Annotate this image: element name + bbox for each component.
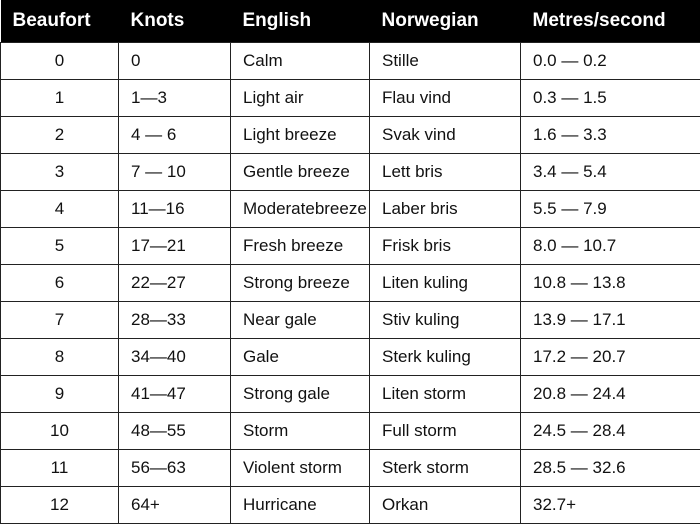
cell-knots: 56—63 [118,449,231,487]
table-row: 6 22—27 Strong breeze Liten kuling 10.8 — 13… [0,264,700,302]
cell-knots: 1—3 [118,79,231,117]
cell-norwegian: Full storm [369,412,521,450]
cell-norwegian: Stiv kuling [369,301,521,339]
cell-metres-per-second: 8.0 — 10.7 [520,227,700,265]
cell-beaufort: 1 [0,79,119,117]
table-row: 5 17—21 Fresh breeze Frisk bris 8.0 — 10.7 [0,227,700,265]
cell-metres-per-second: 10.8 — 13.8 [520,264,700,302]
cell-english: Gentle breeze [230,153,370,191]
cell-norwegian: Liten storm [369,375,521,413]
cell-english: Hurricane [230,486,370,524]
cell-knots: 48—55 [118,412,231,450]
cell-norwegian: Lett bris [369,153,521,191]
cell-metres-per-second: 13.9 — 17.1 [520,301,700,339]
cell-metres-per-second: 32.7+ [520,486,700,524]
cell-english: Calm [230,42,370,80]
cell-norwegian: Svak vind [369,116,521,154]
cell-metres-per-second: 3.4 — 5.4 [520,153,700,191]
cell-english: Storm [230,412,370,450]
cell-english: Fresh breeze [230,227,370,265]
cell-norwegian: Frisk bris [369,227,521,265]
cell-beaufort: 7 [0,301,119,339]
cell-norwegian: Sterk kuling [369,338,521,376]
cell-norwegian: Sterk storm [369,449,521,487]
cell-knots: 0 [118,42,231,80]
cell-knots: 17—21 [118,227,231,265]
table-row: 9 41—47 Strong gale Liten storm 20.8 — 24.4 [0,375,700,413]
cell-knots: 28—33 [118,301,231,339]
header-row: Beaufort Knots English Norwegian Metres/… [0,0,700,43]
header-beaufort: Beaufort [0,0,119,43]
table-row: 0 0 Calm Stille 0.0 — 0.2 [0,42,700,80]
header-metres-per-second: Metres/second [520,0,700,43]
cell-knots: 34—40 [118,338,231,376]
cell-english: Violent storm [230,449,370,487]
cell-beaufort: 10 [0,412,119,450]
cell-english: Gale [230,338,370,376]
cell-english: Light breeze [230,116,370,154]
table-row: 7 28—33 Near gale Stiv kuling 13.9 — 17.1 [0,301,700,339]
cell-beaufort: 6 [0,264,119,302]
cell-english: Moderatebreeze [230,190,370,228]
table-row: 12 64+ Hurricane Orkan 32.7+ [0,486,700,524]
cell-beaufort: 8 [0,338,119,376]
cell-english: Strong breeze [230,264,370,302]
cell-metres-per-second: 24.5 — 28.4 [520,412,700,450]
table-body: 0 0 Calm Stille 0.0 — 0.2 1 1—3 Light air Flau v… [0,42,700,524]
cell-beaufort: 5 [0,227,119,265]
cell-metres-per-second: 20.8 — 24.4 [520,375,700,413]
cell-metres-per-second: 17.2 — 20.7 [520,338,700,376]
cell-english: Strong gale [230,375,370,413]
table-row: 10 48—55 Storm Full storm 24.5 — 28.4 [0,412,700,450]
table-row: 8 34—40 Gale Sterk kuling 17.2 — 20.7 [0,338,700,376]
cell-knots: 11—16 [118,190,231,228]
table-row: 11 56—63 Violent storm Sterk storm 28.5 — 32… [0,449,700,487]
cell-beaufort: 11 [0,449,119,487]
cell-metres-per-second: 1.6 — 3.3 [520,116,700,154]
cell-knots: 22—27 [118,264,231,302]
table-header: Beaufort Knots English Norwegian Metres/… [0,0,700,43]
cell-metres-per-second: 0.0 — 0.2 [520,42,700,80]
header-knots: Knots [118,0,231,43]
cell-knots: 7 — 10 [118,153,231,191]
cell-metres-per-second: 28.5 — 32.6 [520,449,700,487]
cell-knots: 41—47 [118,375,231,413]
cell-metres-per-second: 5.5 — 7.9 [520,190,700,228]
cell-knots: 64+ [118,486,231,524]
cell-norwegian: Orkan [369,486,521,524]
cell-english: Light air [230,79,370,117]
cell-knots: 4 — 6 [118,116,231,154]
cell-beaufort: 2 [0,116,119,154]
cell-english: Near gale [230,301,370,339]
cell-norwegian: Laber bris [369,190,521,228]
header-english: English [230,0,370,43]
cell-beaufort: 9 [0,375,119,413]
cell-metres-per-second: 0.3 — 1.5 [520,79,700,117]
table-row: 1 1—3 Light air Flau vind 0.3 — 1.5 [0,79,700,117]
cell-beaufort: 0 [0,42,119,80]
cell-beaufort: 4 [0,190,119,228]
header-norwegian: Norwegian [369,0,521,43]
cell-norwegian: Liten kuling [369,264,521,302]
table-row: 4 11—16 Moderatebreeze Laber bris 5.5 — 7.9 [0,190,700,228]
cell-norwegian: Stille [369,42,521,80]
cell-norwegian: Flau vind [369,79,521,117]
cell-beaufort: 12 [0,486,119,524]
cell-beaufort: 3 [0,153,119,191]
